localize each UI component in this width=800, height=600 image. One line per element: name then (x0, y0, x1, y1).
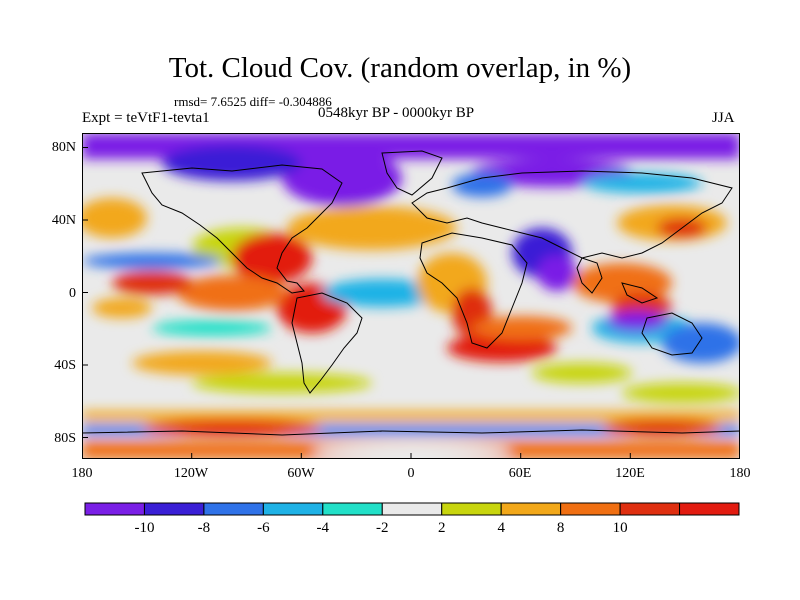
lat-label-40n: 40N (51, 213, 76, 228)
colorbar-cell (619, 502, 681, 516)
lat-label-80s: 80S (54, 431, 76, 446)
colorbar-cell (143, 502, 205, 516)
colorbar-cell (262, 502, 324, 516)
colorbar-cell (381, 502, 443, 516)
colorbar (84, 502, 740, 516)
period-label: 0548kyr BP - 0000kyr BP (318, 105, 475, 121)
stats-text: rmsd= 7.6525 diff= -0.304886 (174, 94, 332, 109)
colorbar-cell (441, 502, 502, 516)
cloud-anomaly-field (82, 133, 740, 459)
colorbar-label: -8 (197, 520, 211, 536)
lon-label-120e: 120E (615, 466, 645, 481)
lat-label-80n: 80N (51, 140, 76, 155)
coastlines (82, 150, 740, 436)
colorbar-label: -10 (134, 520, 155, 536)
lon-label-60w: 60W (287, 466, 315, 481)
lat-label-0: 0 (69, 286, 76, 301)
colorbar-label: -6 (257, 520, 270, 536)
lon-label-180e: 180 (729, 466, 751, 481)
lon-label-120w: 120W (173, 466, 209, 481)
colorbar-cell (560, 502, 621, 516)
map-title: Tot. Cloud Cov. (random overlap, in %) (168, 52, 632, 84)
colorbar-cell (322, 502, 383, 516)
colorbar-label: 4 (497, 520, 505, 536)
lon-label-60e: 60E (508, 466, 532, 481)
colorbar-label: 10 (612, 520, 628, 536)
colorbar-label: 8 (556, 520, 565, 536)
colorbar-label: 2 (437, 520, 446, 536)
map-plot (82, 133, 740, 459)
season-label: JJA (712, 110, 735, 126)
map-ticks (82, 147, 631, 459)
lat-label-40s: 40S (54, 358, 76, 373)
experiment-label: Expt = teVtF1-tevta1 (82, 110, 210, 126)
colorbar-cell (84, 502, 145, 516)
colorbar-label: -2 (376, 520, 389, 536)
colorbar-label: -4 (316, 520, 330, 536)
colorbar-cell (500, 502, 562, 516)
lon-label-0: 0 (407, 466, 415, 481)
lon-label-180w: 180 (71, 466, 93, 481)
colorbar-cell (203, 502, 264, 516)
colorbar-cell (679, 502, 740, 516)
